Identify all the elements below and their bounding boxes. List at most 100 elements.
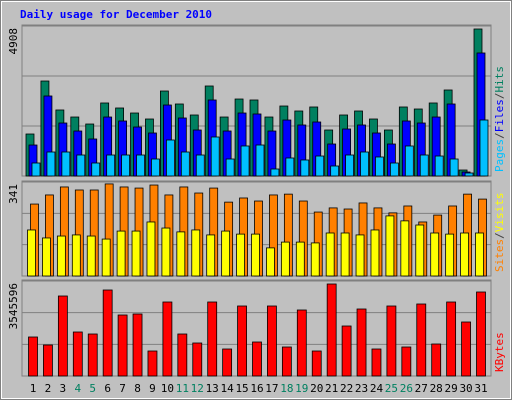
bar [370,229,380,277]
bar [255,144,265,177]
bar [311,350,322,377]
legend-entry: Pages [493,139,506,172]
y-tick-label: 4908 [7,28,20,55]
x-tick-label: 18 [280,382,293,395]
bar [371,348,382,377]
bar [326,283,337,377]
bar [102,289,113,377]
bar [132,313,143,377]
bar [221,230,231,277]
bar [101,238,111,277]
bar [415,224,425,277]
bar [43,344,53,377]
bar [356,308,367,377]
x-tick-label: 9 [149,382,156,395]
bar [430,232,440,277]
bar [240,145,250,177]
legend-separator: / [493,93,506,100]
x-tick-label: 15 [235,382,248,395]
bar [87,333,98,377]
x-tick-label: 5 [89,382,96,395]
bar [162,301,173,377]
x-tick-label: 8 [134,382,141,395]
x-tick-label: 17 [265,382,278,395]
bar [116,230,126,277]
bar [42,237,51,277]
x-tick-label: 31 [474,382,487,395]
legend: Sites/Visits [493,193,506,273]
bar [177,333,188,377]
bar [345,154,355,177]
x-tick-label: 14 [221,382,235,395]
bar [431,343,442,377]
legend-entry: KBytes [493,332,506,372]
bar [296,309,307,377]
bar [131,230,141,277]
x-tick-label: 26 [400,382,413,395]
bar [280,241,290,277]
x-tick-label: 16 [250,382,263,395]
bar [180,151,190,177]
bar [401,346,412,377]
bar [91,162,101,177]
x-tick-label: 24 [370,382,384,395]
bar [71,234,81,277]
bar [237,305,247,377]
legend-entry: Visits [493,193,506,233]
bar [270,168,280,177]
bar [117,314,128,377]
bar [252,341,262,377]
bar [416,303,427,377]
bar [165,139,175,177]
bar [479,119,489,177]
chart-title: Daily usage for December 2010 [20,8,212,21]
bar [210,136,220,177]
bar [161,227,171,277]
legend-entry: Hits [493,66,506,93]
bar [206,234,216,277]
bar [191,229,201,277]
x-tick-label: 23 [355,382,368,395]
bar [355,234,365,277]
bar [340,232,350,277]
bar [31,162,41,177]
bar [147,350,158,377]
bar [330,165,340,177]
legend-separator: / [493,232,506,239]
bar [56,235,66,277]
bar [176,231,186,277]
bar [475,232,484,277]
bar [207,301,218,377]
x-tick-label: 6 [104,382,111,395]
bar [434,155,444,177]
x-tick-label: 11 [176,382,189,395]
legend-separator: / [493,132,506,139]
bar [404,145,414,177]
bar [476,291,486,377]
bar [300,159,310,177]
x-tick-label: 27 [415,382,428,395]
x-tick-label: 25 [385,382,398,395]
legend: KBytes [493,332,506,372]
x-tick-label: 29 [445,382,458,395]
bar [389,162,399,177]
bar [46,151,56,177]
bar [76,154,86,177]
bar [461,321,471,377]
bar [86,235,96,277]
bar [445,233,455,277]
bar [222,348,233,377]
bar [136,154,145,177]
bar [267,305,277,377]
bar [386,305,397,377]
bar [195,154,205,177]
bar [72,331,83,377]
bar [460,232,469,277]
bar [325,232,335,277]
x-tick-label: 7 [119,382,126,395]
bar [146,221,156,277]
bar [375,156,384,177]
x-tick-label: 4 [74,382,81,395]
x-tick-label: 13 [206,382,219,395]
